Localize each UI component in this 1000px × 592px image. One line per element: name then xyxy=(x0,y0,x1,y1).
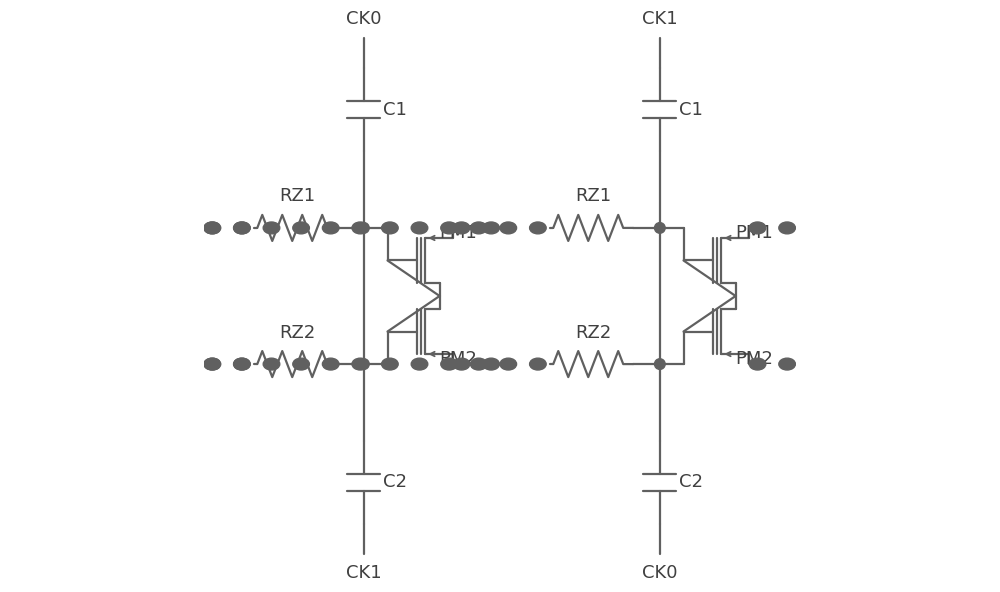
Ellipse shape xyxy=(453,358,470,370)
Ellipse shape xyxy=(749,222,766,234)
Text: CK1: CK1 xyxy=(346,564,382,582)
Text: C1: C1 xyxy=(679,101,703,118)
Text: PM2: PM2 xyxy=(736,350,773,368)
Ellipse shape xyxy=(530,222,546,234)
Text: PM1: PM1 xyxy=(736,224,773,242)
Ellipse shape xyxy=(530,358,546,370)
Ellipse shape xyxy=(441,222,457,234)
Text: RZ2: RZ2 xyxy=(279,324,315,342)
Text: RZ2: RZ2 xyxy=(575,324,611,342)
Text: CK1: CK1 xyxy=(642,10,678,28)
Ellipse shape xyxy=(234,222,250,234)
Ellipse shape xyxy=(293,358,309,370)
Text: CK0: CK0 xyxy=(642,564,678,582)
Ellipse shape xyxy=(470,358,487,370)
Ellipse shape xyxy=(779,358,795,370)
Circle shape xyxy=(359,223,369,233)
Ellipse shape xyxy=(263,222,280,234)
Ellipse shape xyxy=(322,222,339,234)
Ellipse shape xyxy=(352,358,369,370)
Ellipse shape xyxy=(483,358,499,370)
Circle shape xyxy=(359,359,369,369)
Ellipse shape xyxy=(500,358,517,370)
Ellipse shape xyxy=(382,358,398,370)
Ellipse shape xyxy=(234,358,250,370)
Text: RZ1: RZ1 xyxy=(279,188,315,205)
Text: C1: C1 xyxy=(383,101,407,118)
Text: C2: C2 xyxy=(383,474,407,491)
Ellipse shape xyxy=(411,358,428,370)
Circle shape xyxy=(655,223,665,233)
Ellipse shape xyxy=(204,222,221,234)
Ellipse shape xyxy=(234,358,250,370)
Ellipse shape xyxy=(779,222,795,234)
Text: CK0: CK0 xyxy=(346,10,382,28)
Text: C2: C2 xyxy=(679,474,703,491)
Text: RZ1: RZ1 xyxy=(575,188,611,205)
Ellipse shape xyxy=(204,222,221,234)
Ellipse shape xyxy=(500,222,517,234)
Ellipse shape xyxy=(204,358,221,370)
Ellipse shape xyxy=(234,222,250,234)
Ellipse shape xyxy=(441,358,457,370)
Ellipse shape xyxy=(382,222,398,234)
Ellipse shape xyxy=(453,222,470,234)
Ellipse shape xyxy=(470,222,487,234)
Ellipse shape xyxy=(263,358,280,370)
Ellipse shape xyxy=(411,222,428,234)
Text: PM1: PM1 xyxy=(440,224,477,242)
Ellipse shape xyxy=(322,358,339,370)
Ellipse shape xyxy=(204,358,221,370)
Ellipse shape xyxy=(293,222,309,234)
Ellipse shape xyxy=(352,222,369,234)
Circle shape xyxy=(655,359,665,369)
Ellipse shape xyxy=(749,358,766,370)
Text: PM2: PM2 xyxy=(440,350,477,368)
Ellipse shape xyxy=(483,222,499,234)
